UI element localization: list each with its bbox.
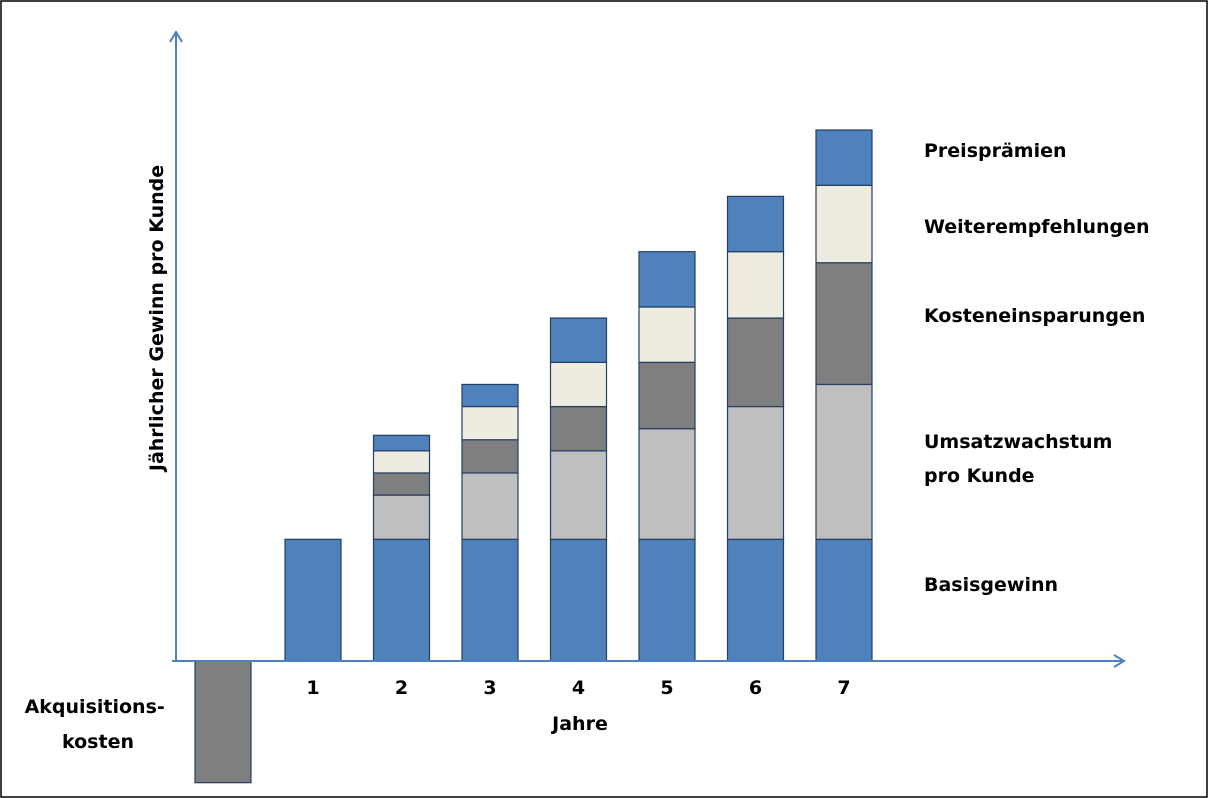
bar-segment-year-6-series-1: [726, 405, 785, 540]
pre-category-label-line-2: kosten: [62, 731, 134, 753]
bar-segment-year-4-series-4: [549, 317, 608, 363]
bar-segment-year-3-series-4: [461, 383, 519, 408]
bar-segment-year-4-series-0: [549, 538, 608, 662]
bar-segment-year-2-series-3: [372, 450, 431, 474]
bar-akquisitionskosten: [194, 660, 252, 784]
series-label-kosteneinsparungen: Kosteneinsparungen: [924, 305, 1145, 327]
x-tick-label-7: 7: [837, 677, 850, 699]
bar-segment-year-2-series-1: [372, 494, 431, 540]
bar-segment-year-4-series-3: [549, 361, 608, 408]
bar-segment-year-5-series-2: [638, 361, 696, 430]
series-label-umsatzwachstum: Umsatzwachstum pro Kunde: [924, 431, 1119, 487]
bar-segment-year-2-series-4: [372, 434, 431, 452]
bar-segment-year-2-series-0: [372, 538, 431, 662]
x-tick-label-6: 6: [749, 677, 762, 699]
bar-segment-year-7-series-2: [815, 262, 873, 386]
bar-segment-year-3-series-0: [461, 538, 519, 662]
x-tick-label-5: 5: [660, 677, 673, 699]
bar-segment-year-2-series-2: [372, 472, 431, 496]
series-label-weiterempfehlungen: Weiterempfehlungen: [924, 216, 1150, 238]
series-label-basisgewinn: Basisgewinn: [924, 574, 1058, 596]
bar-segment-year-6-series-0: [726, 538, 785, 662]
bar-segment-year-1-series-0: [284, 538, 342, 662]
y-axis-title: Jährlicher Gewinn pro Kunde: [146, 165, 168, 473]
bar-segment-year-6-series-3: [726, 251, 785, 319]
series-label-preispraemien: Preisprämien: [924, 140, 1067, 162]
x-axis-title: Jahre: [550, 713, 608, 735]
x-tick-label-3: 3: [483, 677, 496, 699]
series-label-umsatzwachstum-line-1: Umsatzwachstum: [924, 431, 1112, 453]
bar-segment-year-7-series-0: [815, 538, 873, 662]
bar-segment-year-6-series-2: [726, 317, 785, 408]
bar-segment-year-3-series-3: [461, 405, 519, 441]
x-tick-label-1: 1: [306, 677, 319, 699]
x-tick-label-4: 4: [572, 677, 585, 699]
bars-layer: [194, 129, 873, 784]
bar-segment-year-4-series-1: [549, 450, 608, 540]
x-tick-label-2: 2: [395, 677, 408, 699]
bar-segment-year-3-series-1: [461, 472, 519, 540]
bar-segment-year-5-series-3: [638, 306, 696, 363]
series-label-umsatzwachstum-line-2: pro Kunde: [924, 465, 1035, 487]
bar-segment-year-6-series-4: [726, 195, 785, 253]
bar-segment-year-7-series-1: [815, 383, 873, 540]
x-tick-labels: 1 2 3 4 5 6 7: [306, 677, 850, 699]
bar-segment-year-5-series-1: [638, 428, 696, 540]
bar-segment-year-7-series-4: [815, 129, 873, 186]
bar-segment-year-5-series-0: [638, 538, 696, 662]
pre-category-label: Akquisitions- kosten: [25, 696, 172, 753]
bar-segment-year-7-series-3: [815, 184, 873, 264]
bar-segment-year-3-series-2: [461, 439, 519, 474]
bar-segment-year-5-series-4: [638, 251, 696, 308]
pre-category-label-line-1: Akquisitions-: [25, 696, 165, 718]
bar-segment-year-4-series-2: [549, 405, 608, 452]
